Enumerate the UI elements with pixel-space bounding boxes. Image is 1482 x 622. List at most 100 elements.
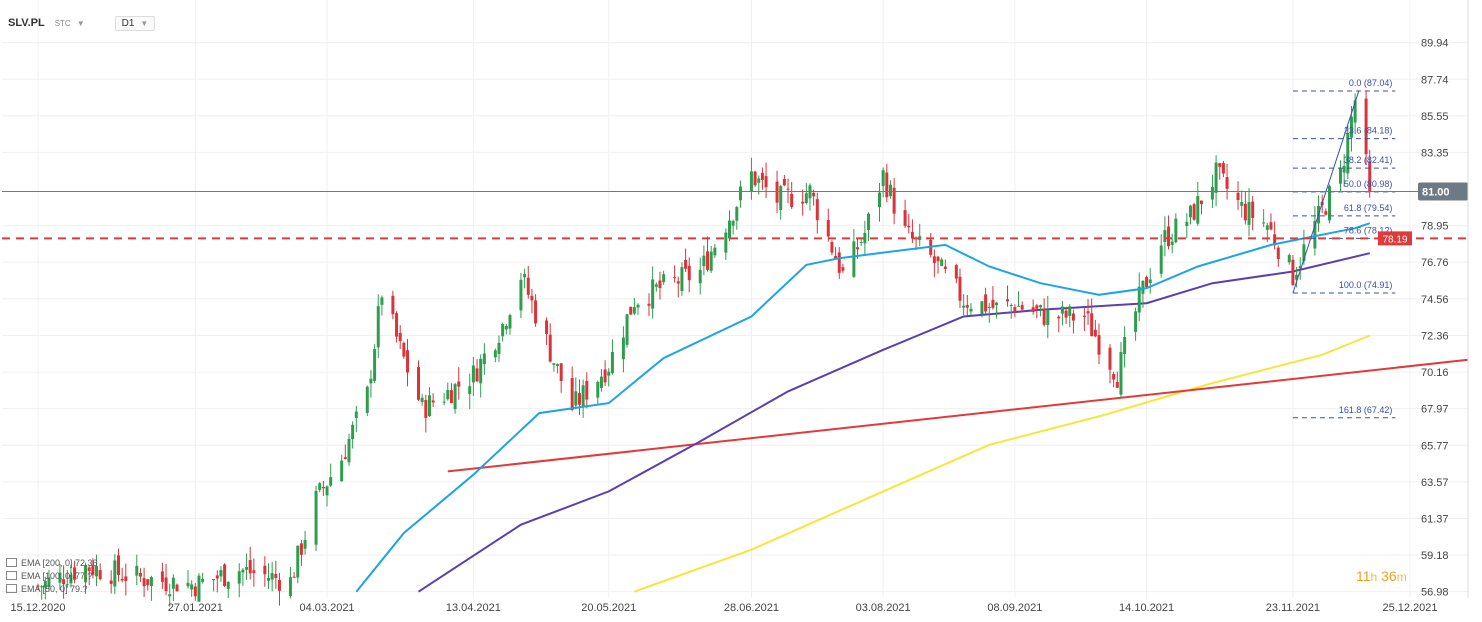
candle-body [801,201,805,204]
timeframe-select[interactable]: D1 ▼ [114,15,156,31]
candle-body [599,376,603,389]
y-tick-label: 70.16 [1421,367,1449,379]
candle-body [530,295,534,301]
candle-body [43,580,47,588]
y-tick-label: 72.36 [1421,330,1449,342]
candle-body [863,232,867,244]
candle-body [1346,133,1350,174]
candle-body [834,256,838,260]
candle-body [753,171,757,186]
y-tick-label: 83.35 [1421,147,1449,159]
candle-body [709,251,713,271]
candle-body [995,302,999,306]
candle-body [1017,305,1021,307]
candle-body [1240,202,1244,206]
candle-body [226,581,230,589]
candle-body [329,477,333,486]
candle-body [523,273,527,278]
candle-body [457,381,461,387]
legend-item[interactable]: . EMA [50, 0] 79.? [6,582,98,595]
candle-body [1097,335,1101,355]
x-tick-label: 20.05.2021 [581,602,636,614]
fib-level-label: 78.6 (78.1?) [1344,225,1393,235]
fib-level-label: 100.0 (74.91) [1339,280,1393,290]
legend-item[interactable]: . EMA [200, 0] 72.36 [6,556,98,569]
candle-body [852,241,856,277]
candle-body [135,565,139,576]
candle-body [1236,192,1240,201]
candle-body [713,247,717,256]
candle-body [164,577,168,592]
y-tick-label: 78.95 [1421,221,1449,233]
x-tick-label: 25.12.2021 [1382,602,1437,614]
candle-body [501,324,505,337]
candle-body [519,279,523,311]
symbol-label[interactable]: SLV.PL [8,17,45,29]
indicator-icon: . [6,584,17,593]
candle-body [1071,313,1075,321]
candle-body [340,460,344,482]
trendline-path [447,358,1469,473]
candle-body [903,210,907,226]
candle-body [577,393,581,405]
candle-body [991,299,995,308]
y-tick-label: 74.56 [1421,294,1449,306]
candle-body [420,397,424,403]
candle-body [1170,241,1174,245]
candle-body [252,570,256,574]
candle-body [1313,220,1317,249]
candle-body [1115,381,1119,388]
candle-body [475,368,479,382]
candle-body [73,567,77,580]
candle-body [654,284,658,287]
candle-body [786,188,790,190]
ema100-line [417,252,1371,593]
indicator-legend: . EMA [200, 0] 72.36 . EMA [100, 0] 77.? .… [6,556,98,595]
candle-body [936,256,940,262]
candle-body [1273,234,1277,246]
x-tick-label: 15.12.2020 [10,602,65,614]
candle-body [1221,163,1225,174]
candle-body [1119,352,1123,395]
candle-body [138,572,142,577]
candle-body [621,337,625,360]
y-axis: 89.94 87.74 85.55 83.35 78.95 76.76 74.56 72.36… [1421,0,1469,599]
x-axis: 15.12.2020 27.01.2021 04.03.2021 13.04.2021… [10,602,1437,614]
candle-body [1276,247,1280,260]
candle-body [1013,307,1017,313]
fib-level-label: 50.0 (80.98) [1344,179,1393,189]
candle-body [965,305,969,308]
candle-body [245,567,249,570]
candle-body [1148,279,1152,284]
candle-body [1353,100,1357,123]
candle-body [365,386,369,413]
candle-body [962,305,966,308]
candle-body [724,232,728,253]
candle-body [1006,299,1010,302]
candle-body [1046,310,1050,325]
x-tick-label: 23.11.2021 [1266,602,1320,614]
candle-body [325,486,329,496]
candle-body [391,295,395,315]
candle-body [1302,244,1306,262]
candle-body [1009,304,1013,306]
candle-body [570,378,574,411]
candle-body [556,364,560,366]
x-tick-label: 08.09.2021 [987,602,1042,614]
fib-level-label: 0.0 (87.04) [1349,78,1393,88]
timer-hours-unit: h [1370,570,1378,584]
candle-body [1349,116,1353,138]
candle-body [1188,205,1192,218]
candle-body [980,301,984,315]
candle-body [676,281,680,284]
candle-body [296,545,300,578]
candle-body [687,265,691,281]
candle-body [610,351,614,374]
indicator-icon: . [6,571,17,580]
candle-body [146,579,150,586]
legend-item[interactable]: . EMA [100, 0] 77.? [6,569,98,582]
chevron-down-icon: ▼ [140,18,149,28]
chevron-down-icon[interactable]: ▼ [76,18,85,28]
indicator-icon: . [6,558,17,567]
